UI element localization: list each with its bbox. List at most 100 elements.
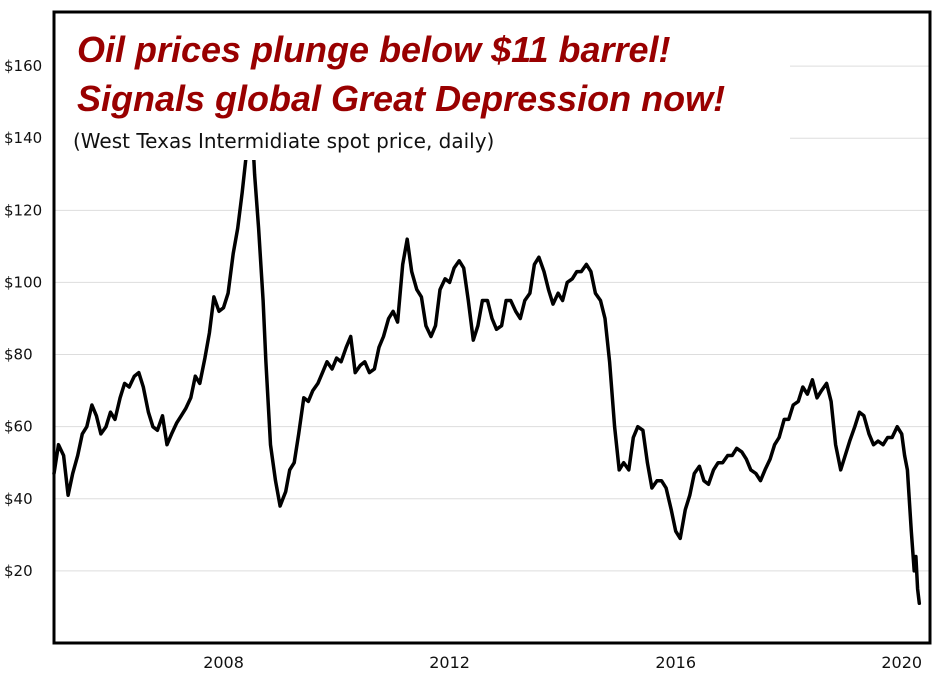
data-point [86, 425, 88, 428]
data-point [689, 494, 691, 497]
data-point [410, 270, 413, 273]
data-point [477, 324, 479, 327]
data-point [472, 339, 475, 341]
x-tick-label: 2008 [203, 653, 244, 672]
data-point [345, 346, 348, 349]
data-point [698, 465, 701, 468]
data-point [839, 469, 842, 471]
data-point [71, 472, 74, 475]
data-point [896, 425, 898, 428]
data-point [340, 361, 342, 363]
y-tick-label: $20 [4, 562, 33, 580]
data-point [726, 454, 729, 457]
data-point [331, 368, 333, 370]
data-point [717, 461, 719, 464]
x-tick-label: 2016 [655, 653, 696, 672]
data-point [57, 443, 60, 446]
data-point [448, 281, 451, 284]
data-point [128, 386, 130, 388]
data-point [844, 454, 846, 457]
data-point [486, 299, 489, 302]
data-point [67, 494, 69, 497]
data-point [307, 400, 310, 403]
data-point [802, 386, 804, 388]
data-point [830, 400, 832, 403]
data-point [430, 335, 432, 338]
data-point [703, 479, 705, 482]
data-point [608, 361, 611, 363]
data-point [628, 469, 630, 471]
title-backdrop [45, 30, 790, 160]
data-point [354, 371, 357, 374]
data-point [269, 443, 272, 446]
data-point [175, 422, 178, 424]
y-tick-label: $140 [4, 129, 42, 147]
plot-frame [52, 10, 932, 645]
data-point [543, 270, 545, 273]
data-point [684, 508, 687, 511]
data-point [590, 270, 592, 273]
data-point [731, 454, 733, 457]
data-point [674, 530, 677, 532]
data-point [142, 386, 145, 388]
data-point [138, 371, 140, 374]
data-point [119, 397, 121, 399]
data-point [505, 299, 507, 302]
data-point [495, 328, 498, 331]
chart-title-line-1: Oil prices plunge below $11 barrel! [77, 29, 671, 70]
data-point [76, 454, 79, 457]
data-point [114, 418, 116, 421]
data-point [741, 451, 743, 453]
x-tick-label: 2012 [429, 653, 470, 672]
data-point [190, 397, 192, 399]
data-point [806, 393, 809, 396]
data-point [825, 382, 828, 385]
data-point [613, 425, 616, 428]
data-point [396, 321, 399, 323]
data-point [293, 461, 296, 464]
data-point [227, 292, 229, 295]
data-point [585, 263, 588, 266]
data-point [816, 397, 818, 399]
data-point [382, 335, 385, 338]
data-point [199, 382, 201, 385]
data-point [274, 479, 277, 482]
data-point [797, 400, 800, 403]
data-point [81, 433, 84, 435]
data-point [514, 310, 517, 313]
y-tick-label: $100 [4, 273, 42, 291]
data-point [236, 227, 239, 230]
data-point [916, 588, 919, 590]
y-tick-label: $160 [4, 57, 42, 75]
data-point [519, 317, 522, 320]
data-point [557, 292, 559, 295]
data-point [773, 443, 776, 446]
data-point [651, 487, 653, 489]
data-point [392, 310, 394, 313]
data-point [778, 436, 780, 439]
data-point [693, 472, 696, 475]
data-point [868, 433, 870, 435]
data-point [161, 415, 164, 417]
data-point [594, 292, 597, 295]
data-point [401, 263, 404, 266]
data-point [491, 317, 493, 320]
data-point [321, 371, 324, 374]
data-point [642, 429, 644, 432]
data-point [759, 479, 762, 482]
data-point [262, 299, 264, 302]
data-point [745, 458, 748, 460]
data-point [297, 433, 300, 435]
data-point [509, 299, 512, 302]
data-point [387, 317, 390, 320]
data-point [312, 389, 314, 392]
data-point [279, 505, 281, 507]
data-point [241, 191, 243, 194]
data-point [208, 332, 211, 334]
x-axis-ticks: 2008 2012 2016 2020 [203, 653, 922, 672]
data-point [425, 324, 427, 327]
data-point [462, 267, 465, 269]
data-point [152, 425, 154, 428]
data-point [660, 479, 663, 482]
data-point [184, 407, 187, 410]
